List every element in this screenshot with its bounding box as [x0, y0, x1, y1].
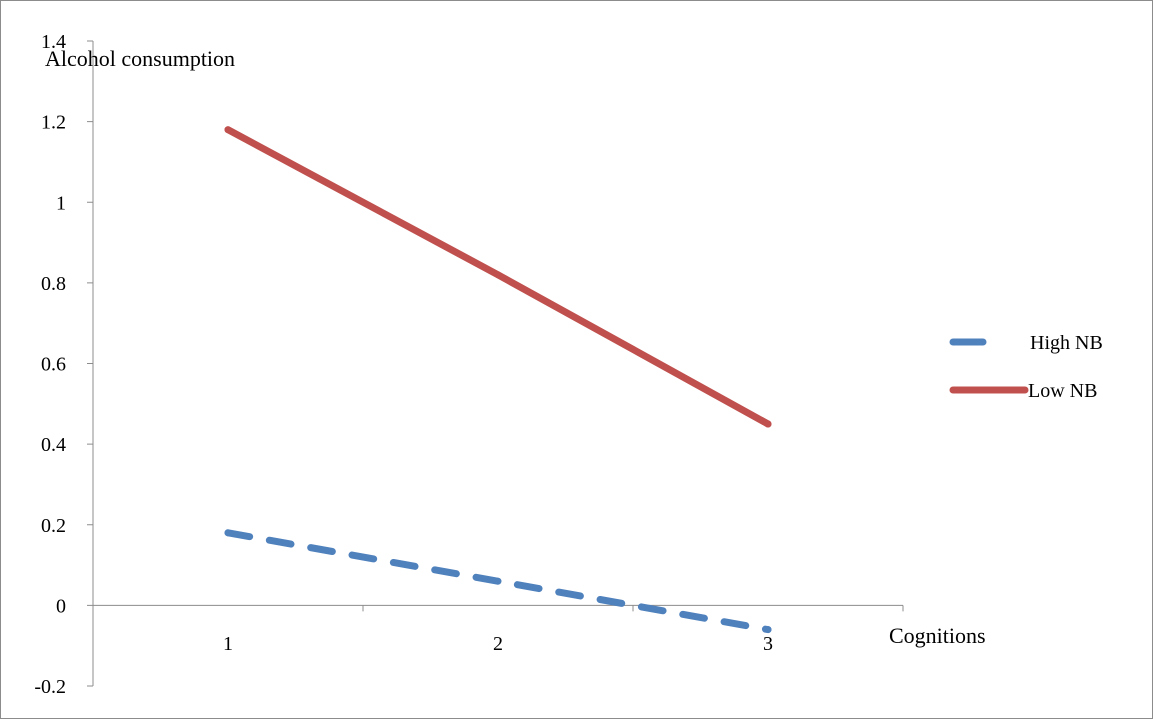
- x-tick-label: 1: [223, 633, 233, 655]
- x-axis-title: Cognitions: [889, 623, 986, 648]
- data-point: [764, 420, 772, 428]
- data-point: [224, 126, 232, 134]
- y-tick-label: 0.4: [41, 434, 66, 456]
- y-tick-label: 0.8: [41, 273, 66, 295]
- y-tick-label: 0: [56, 595, 66, 617]
- data-point: [764, 626, 772, 634]
- y-tick-label: 0.2: [41, 515, 66, 537]
- legend-label: Low NB: [1028, 380, 1097, 402]
- legend: High NB Low NB: [949, 332, 1103, 402]
- y-tick-label: -0.2: [34, 676, 66, 698]
- y-tick-label: 1: [56, 192, 66, 214]
- legend-label: High NB: [1030, 332, 1103, 354]
- y-axis-title: Alcohol consumption: [45, 46, 235, 71]
- series-lines: [224, 126, 772, 634]
- x-tick-label: 3: [763, 633, 773, 655]
- data-point: [224, 529, 232, 537]
- data-point: [494, 271, 502, 279]
- axes: -0.2 0 0.2 0.4 0.6 0.8 1 1.2 1.4 1 2 3: [34, 31, 904, 698]
- y-tick-label: 1.2: [41, 112, 66, 134]
- data-point: [494, 577, 502, 585]
- y-tick-label: 0.6: [41, 354, 66, 376]
- y-tick-label: 1.4: [41, 31, 66, 53]
- x-tick-label: 2: [493, 633, 503, 655]
